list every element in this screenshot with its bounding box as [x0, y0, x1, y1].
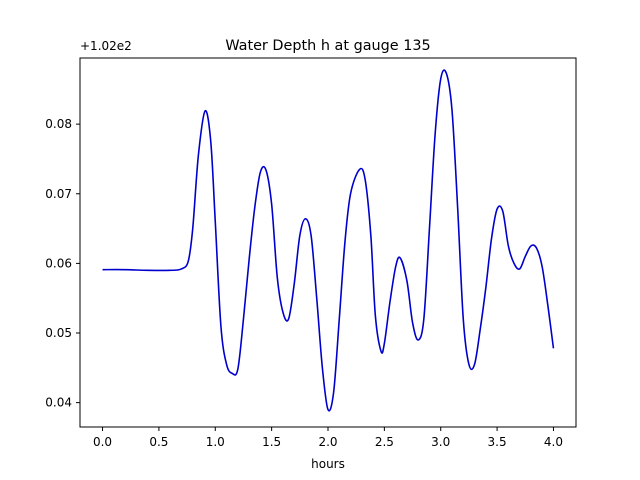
x-tick-label: 1.5: [262, 435, 281, 449]
x-tick-label: 2.5: [375, 435, 394, 449]
y-tick-label: 0.08: [45, 117, 72, 131]
y-offset-label: +1.02e2: [80, 39, 132, 53]
y-tick-label: 0.04: [45, 396, 72, 410]
plot-frame: [79, 57, 577, 428]
y-tick-label: 0.05: [45, 326, 72, 340]
x-tick-label: 2.0: [318, 435, 337, 449]
chart-title: Water Depth h at gauge 135: [225, 38, 430, 54]
y-tick-label: 0.06: [45, 256, 72, 270]
y-axis-ticks: 0.04 0.05 0.06 0.07 0.08: [45, 117, 80, 410]
x-tick-label: 1.0: [206, 435, 225, 449]
x-axis-label: hours: [311, 457, 345, 471]
series-line: [102, 69, 555, 412]
x-tick-label: 3.5: [488, 435, 507, 449]
x-tick-label: 4.0: [544, 435, 563, 449]
y-tick-label: 0.07: [45, 187, 72, 201]
x-tick-label: 3.0: [431, 435, 450, 449]
x-tick-label: 0.5: [149, 435, 168, 449]
x-axis-ticks: 0.0 0.5 1.0 1.5 2.0 2.5 3.0 3.5 4.0: [93, 427, 563, 449]
x-tick-label: 0.0: [93, 435, 112, 449]
